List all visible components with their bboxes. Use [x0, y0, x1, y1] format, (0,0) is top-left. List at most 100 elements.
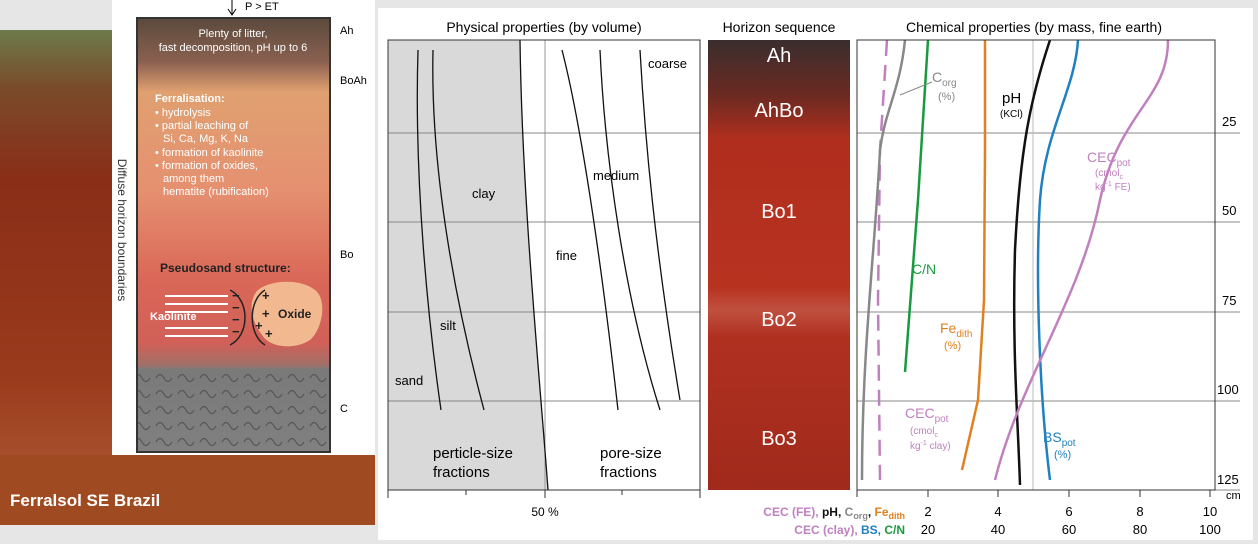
x-tick-label: 2 — [924, 504, 931, 519]
line — [599, 49, 661, 411]
bs-unit: (%) — [1054, 449, 1071, 461]
fraction-label: clay — [472, 186, 496, 201]
arrow-label: P > ET — [245, 1, 279, 13]
cn-label: C/N — [912, 261, 936, 277]
legend-part: C/N — [884, 523, 905, 537]
pore-label: fractions — [600, 464, 657, 481]
ferralisation-item: • formation of oxides, — [155, 160, 258, 172]
chemical-title: Chemical properties (by mass, fine earth… — [906, 19, 1162, 35]
legend-part: dith — [889, 511, 906, 521]
label-main: BS — [1043, 429, 1062, 445]
fe-curve — [960, 40, 987, 471]
unit-sub: c — [934, 432, 938, 439]
unit-sup: -1 — [1106, 181, 1112, 188]
leader — [899, 81, 933, 96]
label-main: CEC — [1087, 149, 1117, 165]
x-tick-label: 4 — [994, 504, 1001, 519]
horizon-name: Bo2 — [761, 309, 797, 331]
horizon-name: Bo1 — [761, 201, 797, 223]
cec-clay-label: CECpot (cmolc kg-1 clay) — [905, 405, 951, 452]
corg-curve — [860, 39, 907, 481]
minus: − — [232, 288, 240, 303]
cec-unit: (cmolc — [910, 426, 938, 439]
cec-main: CECpot — [1087, 149, 1131, 169]
x-tick-label: 100 — [1199, 522, 1221, 537]
x-tick-label: 8 — [1136, 504, 1143, 519]
label-main: C — [932, 69, 942, 85]
line — [432, 49, 485, 411]
x-tick-label: 60 — [1062, 522, 1076, 537]
unit-sup: -1 — [921, 440, 927, 447]
litter-text: fast decomposition, pH up to 6 — [159, 42, 308, 54]
horizon-column — [708, 40, 850, 490]
horizon-label: Ah — [340, 25, 353, 37]
plus: + — [265, 326, 273, 341]
pore-label: pore-size — [600, 445, 662, 462]
horizon-title: Horizon sequence — [723, 19, 836, 35]
fraction-label: silt — [440, 318, 456, 333]
horizon-label: C — [340, 403, 348, 415]
fe-label: Fedith — [940, 320, 972, 340]
horizon-name: Ah — [767, 45, 791, 67]
oxide-blob — [251, 281, 323, 347]
line — [639, 49, 681, 401]
cec-unit: kg-1 FE) — [1095, 181, 1131, 193]
cec-fe-curve — [993, 39, 1170, 481]
ferralisation-item: hematite (rubification) — [163, 186, 269, 198]
depth-tick: 50 — [1222, 203, 1236, 218]
plus: + — [262, 306, 270, 321]
axis-legend: CEC (clay), BS, C/N — [794, 523, 905, 537]
depth-tick: 75 — [1222, 293, 1236, 308]
unit: (cmol — [1095, 168, 1119, 179]
x-tick-label: 40 — [991, 522, 1005, 537]
line — [416, 49, 442, 411]
x-tick-label: 80 — [1133, 522, 1147, 537]
unit: kg — [910, 441, 921, 452]
label-main: Fe — [940, 320, 957, 336]
fraction-label: fine — [556, 248, 577, 263]
physical-title: Physical properties (by volume) — [446, 19, 641, 35]
depth-tick: 125 — [1217, 472, 1239, 487]
horizon-label: Bo — [340, 249, 353, 261]
kaolinite-label: Kaolinite — [150, 311, 196, 323]
bracket — [229, 289, 246, 346]
chemical-frame — [856, 39, 1216, 491]
ferralisation-item: • hydrolysis — [155, 107, 211, 119]
fe-unit: (%) — [944, 340, 961, 352]
ferralisation-item: • formation of kaolinite — [155, 147, 263, 159]
unit: (cmol — [910, 426, 934, 437]
horizon-name: AhBo — [755, 100, 804, 122]
minus: − — [232, 312, 240, 327]
line — [519, 39, 549, 491]
legend-part: pH, — [822, 505, 845, 519]
legend-part: CEC (FE), — [763, 505, 822, 519]
chem-x-ticks — [856, 490, 1211, 497]
minus: − — [232, 324, 240, 339]
ph-curve — [1012, 39, 1052, 486]
line — [561, 49, 619, 411]
chem-x-labels: 2 4 6 8 10 20 40 60 80 100 — [921, 504, 1221, 537]
cec-main: CECpot — [905, 405, 949, 425]
unit: kg — [1095, 182, 1106, 193]
profile-diagram: P > ET Ah BoAh Bo C Diffuse horizon boun… — [112, 0, 375, 455]
depth-lines — [388, 40, 1240, 491]
fraction-curves — [416, 39, 681, 491]
unit: clay) — [927, 441, 951, 452]
plus: + — [255, 318, 263, 333]
label-sub: dith — [956, 329, 972, 340]
axis-legend: CEC (FE), pH, Corg, Fedith — [763, 505, 905, 521]
litter-text: Plenty of litter, — [198, 28, 267, 40]
x-tick-label: 10 — [1203, 504, 1217, 519]
cec-unit: kg-1 clay) — [910, 440, 951, 452]
legend-part: C — [845, 505, 854, 519]
legend-part: Fe — [874, 505, 888, 519]
unit: FE) — [1112, 182, 1131, 193]
pseudosand-title: Pseudosand structure: — [160, 261, 291, 275]
label-sub: org — [942, 78, 956, 89]
bs-label: BSpot — [1043, 429, 1076, 449]
oxide-label: Oxide — [278, 307, 312, 321]
photo-left — [0, 30, 112, 525]
cec-unit: (cmolc — [1095, 168, 1123, 181]
horizon-name: Bo3 — [761, 428, 797, 450]
